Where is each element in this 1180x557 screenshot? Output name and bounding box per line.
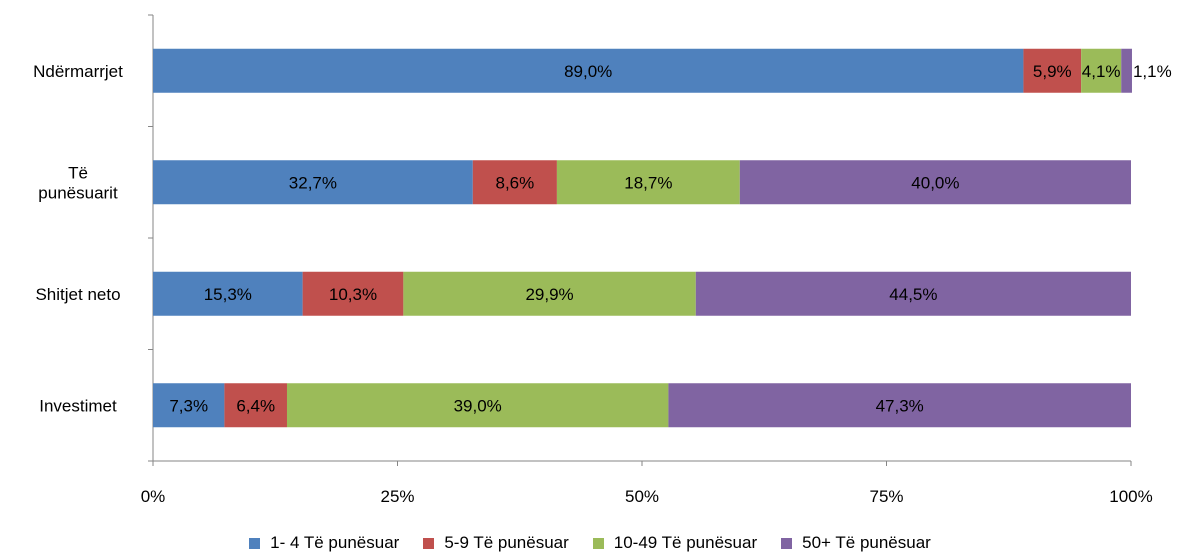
stacked-bar-chart: 89,0% 5,9% 4,1% 1,1% 32,7% 8,6% 18,7% 40,0% 15,3…	[33, 14, 1172, 506]
legend-swatch	[781, 537, 793, 549]
category-label: punësuarit	[38, 183, 118, 202]
bar-segment	[472, 160, 557, 205]
data-labels: 89,0% 5,9% 4,1% 1,1% 32,7% 8,6% 18,7% 40,0% 15,3…	[169, 62, 1171, 416]
data-label: 32,7%	[289, 173, 337, 192]
legend-swatch	[249, 537, 261, 549]
legend-label: 1- 4 Të punësuar	[270, 533, 400, 552]
x-tick-label: 0%	[141, 487, 166, 506]
legend-label: 50+ Të punësuar	[802, 533, 931, 552]
x-tick-label: 25%	[380, 487, 414, 506]
data-label: 39,0%	[454, 396, 502, 415]
data-label: 44,5%	[889, 285, 937, 304]
bar-segment	[695, 271, 1131, 316]
legend-item: 50+ Të punësuar	[781, 533, 931, 553]
bar-segment	[739, 160, 1131, 205]
category-label: Ndërmarrjet	[33, 62, 123, 81]
legend-item: 1- 4 Të punësuar	[249, 533, 399, 553]
legend: 1- 4 Të punësuar 5-9 Të punësuar 10-49 Të …	[0, 531, 1180, 555]
bar-segment	[153, 160, 473, 205]
legend-label: 5-9 Të punësuar	[444, 533, 569, 552]
bar-segment	[1023, 48, 1082, 93]
data-label: 8,6%	[495, 173, 534, 192]
bar-segment	[556, 160, 740, 205]
bar-segment	[668, 383, 1131, 428]
x-tick-labels: 0% 25% 50% 75% 100%	[141, 487, 1153, 506]
bar-segment	[302, 271, 404, 316]
data-label: 89,0%	[564, 62, 612, 81]
data-label: 4,1%	[1082, 62, 1121, 81]
bar-segment	[153, 48, 1024, 93]
data-label: 47,3%	[876, 396, 924, 415]
legend-item: 10-49 Të punësuar	[592, 533, 758, 553]
legend-item: 5-9 Të punësuar	[423, 533, 569, 553]
x-tick-label: 50%	[625, 487, 659, 506]
data-label: 15,3%	[204, 285, 252, 304]
category-label: Të	[68, 163, 88, 182]
bar-segment	[1121, 48, 1132, 93]
data-label: 7,3%	[169, 396, 208, 415]
bar-segment	[1081, 48, 1122, 93]
category-label: Shitjet neto	[35, 285, 120, 304]
x-tick-label: 75%	[869, 487, 903, 506]
legend-swatch	[592, 537, 604, 549]
bar-segment	[403, 271, 696, 316]
legend-label: 10-49 Të punësuar	[613, 533, 758, 552]
data-label: 5,9%	[1033, 62, 1072, 81]
data-label: 1,1%	[1133, 62, 1172, 81]
data-label: 40,0%	[911, 173, 959, 192]
bar-segment	[224, 383, 287, 428]
data-label: 18,7%	[624, 173, 672, 192]
legend-swatch	[423, 537, 435, 549]
bars	[153, 48, 1132, 428]
bar-segment	[153, 271, 303, 316]
data-label: 29,9%	[525, 285, 573, 304]
data-label: 10,3%	[329, 285, 377, 304]
bar-segment	[153, 383, 225, 428]
bar-segment	[286, 383, 669, 428]
x-tick-label: 100%	[1109, 487, 1152, 506]
category-label: Investimet	[39, 396, 117, 415]
data-label: 6,4%	[236, 396, 275, 415]
